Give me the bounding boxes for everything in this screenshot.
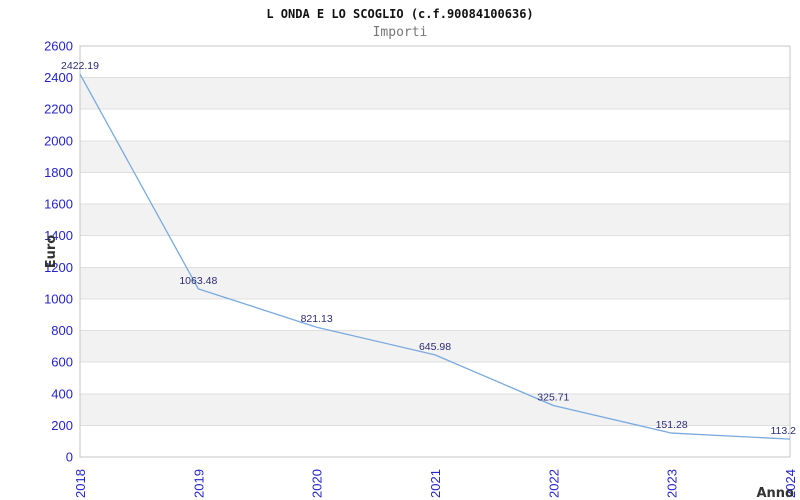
plot-band bbox=[80, 330, 790, 363]
point-label: 113.2 bbox=[771, 425, 797, 437]
x-tick-label: 2024 bbox=[783, 469, 798, 498]
plot-band bbox=[80, 77, 790, 110]
x-tick-label: 2023 bbox=[665, 469, 680, 498]
y-tick-label: 2400 bbox=[44, 70, 73, 85]
x-tick-label: 2019 bbox=[191, 469, 206, 498]
y-axis-title: Euro bbox=[44, 235, 59, 269]
data-line bbox=[79, 73, 791, 440]
y-tick-label: 0 bbox=[66, 450, 73, 465]
point-label: 821.13 bbox=[301, 313, 333, 325]
plot-border bbox=[79, 45, 791, 458]
point-label: 645.98 bbox=[419, 341, 451, 353]
point-label: 325.71 bbox=[537, 392, 569, 404]
y-tick-label: 200 bbox=[51, 418, 73, 433]
y-tick-label: 600 bbox=[51, 355, 73, 370]
x-tick-label: 2020 bbox=[310, 469, 325, 498]
y-tick-label: 1400 bbox=[44, 228, 73, 243]
x-tick-label: 2021 bbox=[428, 469, 443, 498]
x-tick-label: 2022 bbox=[546, 469, 561, 498]
plot-band bbox=[80, 204, 790, 236]
y-tick-label: 2000 bbox=[44, 133, 73, 148]
x-tick-label: 2018 bbox=[73, 469, 88, 498]
y-tick-label: 1000 bbox=[44, 291, 73, 306]
plot-band bbox=[80, 140, 790, 173]
y-tick-label: 1800 bbox=[44, 165, 73, 180]
y-tick-label: 1600 bbox=[44, 197, 73, 212]
plot-band bbox=[80, 393, 790, 426]
y-tick-label: 2200 bbox=[44, 102, 73, 117]
point-label: 1063.48 bbox=[179, 275, 217, 287]
y-tick-label: 400 bbox=[51, 386, 73, 401]
chart-title: L ONDA E LO SCOGLIO (c.f.90084100636) bbox=[266, 7, 534, 21]
chart-subtitle: Importi bbox=[372, 25, 428, 40]
y-tick-label: 2600 bbox=[44, 39, 73, 54]
x-axis-title: Anno bbox=[756, 486, 794, 500]
point-label: 2422.19 bbox=[61, 60, 99, 72]
plot-band bbox=[80, 267, 790, 299]
y-tick-label: 1200 bbox=[44, 260, 73, 275]
y-tick-label: 800 bbox=[51, 323, 73, 338]
point-label: 151.28 bbox=[656, 419, 688, 431]
